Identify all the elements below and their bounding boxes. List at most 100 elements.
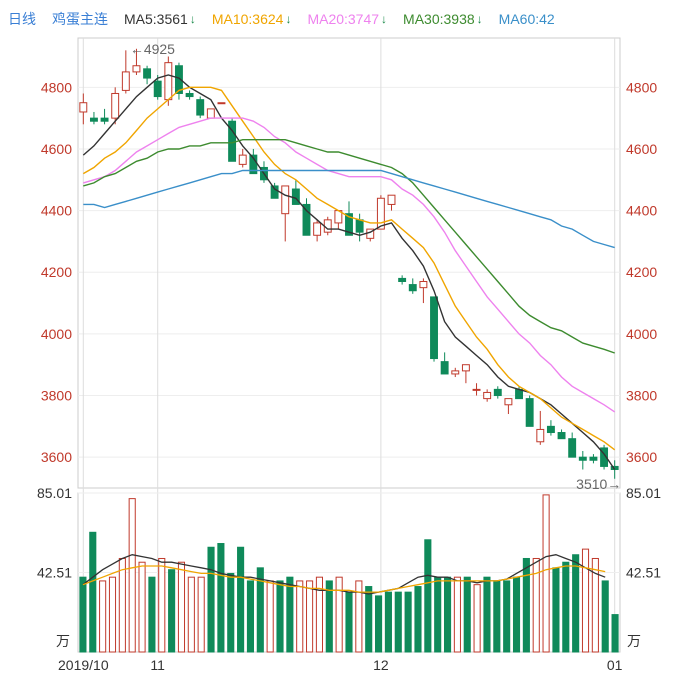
volume-bar (601, 580, 609, 653)
volume-bar (611, 614, 619, 653)
candle-body (568, 438, 577, 458)
volume-bar (414, 586, 422, 653)
volume-bar (335, 576, 343, 653)
y-tick-label-left: 4800 (41, 79, 72, 95)
y-tick-label-left: 3600 (41, 449, 72, 465)
volume-bar (246, 580, 255, 653)
volume-bar (503, 580, 511, 653)
volume-bar (394, 591, 402, 653)
candle-body (238, 154, 247, 165)
candle-body (270, 185, 279, 199)
x-tick-label: 01 (607, 657, 623, 673)
candle-body (302, 203, 311, 236)
volume-bar (187, 576, 195, 653)
down-arrow-icon: ↓ (381, 12, 388, 26)
volume-bar (493, 580, 501, 653)
volume-bar (306, 580, 314, 653)
candle-body (408, 284, 417, 292)
candle-body (472, 388, 481, 391)
vma10-line (82, 565, 606, 593)
volume-bar (522, 557, 530, 653)
volume-unit-right: 万 (627, 633, 641, 649)
volume-bar (562, 561, 570, 653)
candle-body (185, 92, 194, 98)
volume-bar (345, 591, 353, 653)
ma30-legend: MA30:3938 ↓ (403, 11, 483, 27)
candle-body (483, 391, 492, 400)
y-tick-label-right: 4000 (626, 326, 657, 342)
volume-unit-left: 万 (56, 633, 70, 649)
volume-bar (581, 548, 590, 653)
ma10-value: MA10:3624 (211, 11, 284, 27)
volume-bar (532, 557, 540, 653)
volume-bar (148, 576, 156, 653)
ma20-value: MA20:3747 (307, 11, 380, 27)
y-tick-label-right: 3800 (626, 388, 657, 404)
volume-bar (79, 576, 87, 653)
vma5-line (82, 554, 606, 595)
volume-bar (296, 580, 304, 653)
candle-body (504, 398, 513, 406)
volume-bar (207, 546, 215, 653)
y-tick-label-left: 4200 (41, 264, 72, 280)
ma60-value: MA60:42 (498, 11, 555, 27)
volume-bar (177, 561, 186, 653)
candle-body (100, 117, 109, 122)
down-arrow-icon: ↓ (476, 12, 483, 26)
low-price-annotation: 3510→ (576, 476, 621, 492)
volume-bar (443, 576, 452, 653)
volume-bar (483, 576, 491, 653)
candle-body (164, 62, 173, 101)
ma60-line (83, 169, 615, 249)
volume-bar (375, 595, 383, 653)
volume-bar (266, 580, 274, 653)
volume-bar (286, 576, 294, 653)
ma5-value: MA5:3561 (124, 11, 188, 27)
down-arrow-icon: ↓ (285, 12, 292, 26)
candle-body (121, 71, 130, 91)
candle-body (525, 398, 534, 427)
volume-bar (384, 591, 392, 653)
volume-tick-label-right: 85.01 (626, 485, 661, 501)
y-tick-label-right: 4200 (626, 264, 657, 280)
y-tick-label-left: 4000 (41, 326, 72, 342)
volume-bar (256, 567, 264, 653)
candle-body (89, 117, 98, 122)
volume-bar (138, 561, 146, 653)
volume-bar (542, 494, 550, 653)
volume-bar (158, 557, 166, 653)
price-panel-frame (77, 37, 621, 489)
volume-bar (325, 580, 333, 653)
contract-name[interactable]: 鸡蛋主连 (52, 11, 108, 27)
volume-bar (118, 557, 126, 653)
candle-body (355, 219, 364, 233)
candle-body (440, 361, 449, 375)
y-tick-label-left: 4400 (41, 203, 72, 219)
candle-body (313, 222, 322, 236)
candle-body (281, 185, 290, 215)
volume-bar (89, 531, 97, 653)
candle-body (536, 428, 545, 443)
y-tick-label-right: 4600 (626, 141, 657, 157)
candle-body (345, 213, 353, 236)
period-label[interactable]: 日线 (8, 11, 36, 27)
volume-bar (463, 576, 471, 653)
candle-body (461, 364, 470, 372)
ma30-value: MA30:3938 (403, 11, 475, 27)
volume-bar (227, 572, 235, 653)
volume-bar (591, 557, 599, 653)
ma20-line (83, 117, 616, 413)
candle-body (600, 447, 609, 467)
y-tick-label-right: 4800 (626, 79, 657, 95)
ma10-legend: MA10:3624 ↓ (212, 11, 292, 27)
candle-body (557, 432, 566, 440)
ma10-line (82, 86, 616, 451)
volume-bar (217, 543, 225, 653)
candle-body (175, 65, 183, 94)
candle-body (111, 92, 120, 119)
volume-bar (434, 576, 442, 653)
candle-body (217, 102, 226, 105)
volume-bar (108, 576, 117, 653)
y-tick-label-left: 4600 (41, 141, 72, 157)
